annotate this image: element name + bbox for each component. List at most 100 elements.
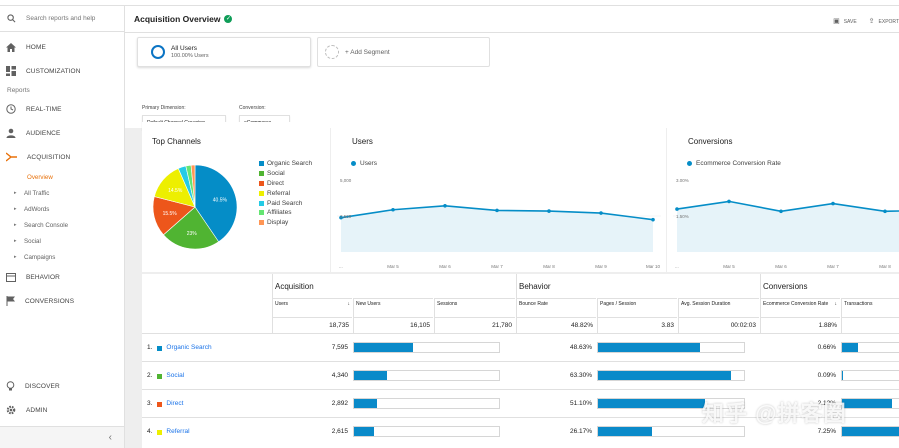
- legend-swatch: [259, 161, 264, 167]
- col-transactions[interactable]: Transactions: [841, 298, 899, 318]
- channel-link[interactable]: Referral: [166, 428, 190, 435]
- legend-swatch: [259, 180, 264, 186]
- col-users-label: Users: [275, 301, 289, 307]
- channel-label[interactable]: 3. Direct: [147, 390, 183, 418]
- nav-customization[interactable]: CUSTOMIZATION: [0, 59, 124, 83]
- total-users: 18,735: [272, 317, 352, 333]
- channel-link[interactable]: Social: [166, 372, 185, 379]
- channel-label[interactable]: 1. Organic Search: [147, 334, 212, 362]
- col-pages-session[interactable]: Pages / Session: [597, 298, 677, 318]
- clock-icon: [6, 104, 16, 114]
- cell-bounce-rate: 26.17%: [569, 428, 592, 435]
- total-conv-rate: 1.88%: [760, 317, 840, 333]
- data-point[interactable]: [495, 208, 499, 213]
- nav-discover[interactable]: DISCOVER: [0, 374, 124, 398]
- col-avg-duration[interactable]: Avg. Session Duration: [678, 298, 759, 318]
- data-point[interactable]: [831, 201, 835, 206]
- legend-item: Affiliates: [259, 208, 312, 218]
- nav-acquisition[interactable]: ACQUISITION: [0, 145, 124, 169]
- segment-all-users[interactable]: All Users 100.00% Users: [137, 37, 311, 67]
- sort-arrow-icon: ↓: [834, 301, 838, 307]
- segment-subtitle: 100.00% Users: [171, 53, 209, 59]
- collapse-sidebar-button[interactable]: ‹: [0, 426, 124, 448]
- cell-users: 2,892: [331, 400, 348, 407]
- x-tick-label: ...: [339, 264, 343, 269]
- nav-audience[interactable]: AUDIENCE: [0, 121, 124, 145]
- nav-search-console[interactable]: ▸ Search Console: [0, 217, 124, 233]
- header-actions: ▣ SAVE ⇪ EXPORT: [833, 17, 899, 25]
- x-tick-label: Mar 8: [879, 264, 891, 269]
- data-point[interactable]: [599, 211, 603, 215]
- y-tick-label: 5,000: [340, 178, 352, 183]
- series-area: [677, 201, 899, 252]
- nav-admin[interactable]: ADMIN: [0, 398, 124, 422]
- data-point[interactable]: [339, 215, 343, 220]
- cell-bounce-rate: 51.10%: [569, 400, 592, 407]
- save-button[interactable]: ▣ SAVE: [833, 17, 857, 25]
- nav-realtime[interactable]: REAL-TIME: [0, 97, 124, 121]
- nav-customization-label: CUSTOMIZATION: [26, 67, 81, 75]
- data-point[interactable]: [391, 207, 395, 212]
- nav-home-label: HOME: [26, 43, 46, 51]
- col-conv-rate[interactable]: Ecommerce Conversion Rate ↓: [760, 298, 840, 318]
- col-users[interactable]: Users ↓: [272, 298, 352, 318]
- save-icon: ▣: [833, 18, 840, 25]
- search-box[interactable]: Search reports and help: [0, 6, 124, 32]
- bulb-icon: [6, 381, 15, 391]
- nav-search-console-label: Search Console: [24, 221, 69, 229]
- nav-campaigns[interactable]: ▸ Campaigns: [0, 249, 124, 265]
- bar-fill: [842, 399, 893, 408]
- top-channels-title: Top Channels: [152, 137, 201, 146]
- top-bar: [0, 0, 899, 6]
- legend-swatch: [259, 200, 264, 206]
- legend-item: Social: [259, 169, 312, 179]
- report-header: Acquisition Overview ✓ ▣ SAVE ⇪ EXPORT: [125, 6, 899, 33]
- export-button[interactable]: ⇪ EXPORT: [869, 17, 899, 25]
- data-point[interactable]: [443, 204, 447, 208]
- channel-link[interactable]: Direct: [166, 400, 184, 407]
- bounce-rate-bar: [597, 398, 745, 409]
- pie-slice-display[interactable]: [190, 164, 196, 208]
- total-bounce-rate: 48.82%: [516, 317, 596, 333]
- data-point[interactable]: [547, 209, 551, 213]
- transactions-bar: [841, 370, 899, 381]
- expand-arrow-icon: ▸: [14, 222, 17, 228]
- x-tick-label: ...: [675, 264, 679, 269]
- nav-home[interactable]: HOME: [0, 35, 124, 59]
- data-point[interactable]: [883, 209, 887, 214]
- nav-behavior[interactable]: BEHAVIOR: [0, 265, 124, 289]
- nav-behavior-label: BEHAVIOR: [26, 273, 60, 281]
- col-sessions[interactable]: Sessions: [434, 298, 515, 318]
- pie-slice-social[interactable]: [163, 206, 220, 250]
- conversions-card-title: Conversions: [688, 137, 733, 146]
- nav-social[interactable]: ▸ Social: [0, 233, 124, 249]
- nav-all-traffic[interactable]: ▸ All Traffic: [0, 185, 124, 201]
- bar-fill: [842, 343, 859, 352]
- bar-fill: [598, 427, 653, 436]
- data-point[interactable]: [675, 207, 679, 211]
- bar-fill: [842, 371, 844, 380]
- channel-label[interactable]: 2. Social: [147, 362, 184, 390]
- col-conv-rate-label: Ecommerce Conversion Rate: [763, 301, 829, 307]
- pie-slice-organic-search[interactable]: [194, 164, 238, 243]
- col-new-users[interactable]: New Users: [353, 298, 433, 318]
- nav-conversions[interactable]: CONVERSIONS: [0, 289, 124, 313]
- col-bounce-rate[interactable]: Bounce Rate: [516, 298, 596, 318]
- add-segment-button[interactable]: + Add Segment: [317, 37, 490, 67]
- search-input[interactable]: Search reports and help: [26, 15, 96, 22]
- new-users-bar: [353, 398, 500, 409]
- pie-legend: Organic Search Social Direct Referral Paid S…: [259, 159, 312, 228]
- nav-overview[interactable]: Overview: [27, 173, 53, 181]
- channel-label[interactable]: 4. Referral: [147, 418, 190, 446]
- legend-label: Organic Search: [267, 160, 313, 168]
- data-point[interactable]: [779, 209, 783, 214]
- cell-conv-rate: 0.09%: [817, 372, 836, 379]
- channel-link[interactable]: Organic Search: [166, 344, 212, 351]
- data-point[interactable]: [651, 217, 655, 222]
- bar-fill: [354, 427, 375, 436]
- nav-adwords[interactable]: ▸ AdWords: [0, 201, 124, 217]
- x-tick-label: Mar 6: [439, 264, 451, 269]
- y-tick-label: 3.00%: [676, 178, 689, 183]
- data-point[interactable]: [727, 199, 731, 204]
- gear-icon: [6, 405, 16, 415]
